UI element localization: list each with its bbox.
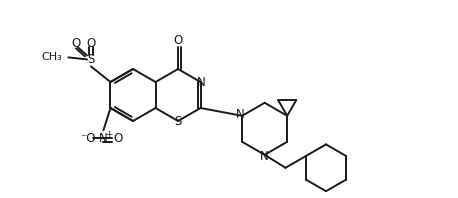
Text: O: O — [71, 37, 81, 50]
Text: N: N — [260, 150, 269, 163]
Text: ⁻O: ⁻O — [80, 132, 95, 145]
Text: O: O — [114, 132, 123, 145]
Text: O: O — [174, 34, 183, 47]
Text: O: O — [87, 37, 96, 50]
Text: +: + — [105, 130, 112, 139]
Text: N: N — [236, 108, 245, 121]
Text: S: S — [87, 53, 95, 66]
Text: CH₃: CH₃ — [42, 52, 62, 62]
Text: S: S — [174, 114, 182, 128]
Text: N: N — [99, 132, 108, 145]
Text: N: N — [197, 75, 206, 89]
